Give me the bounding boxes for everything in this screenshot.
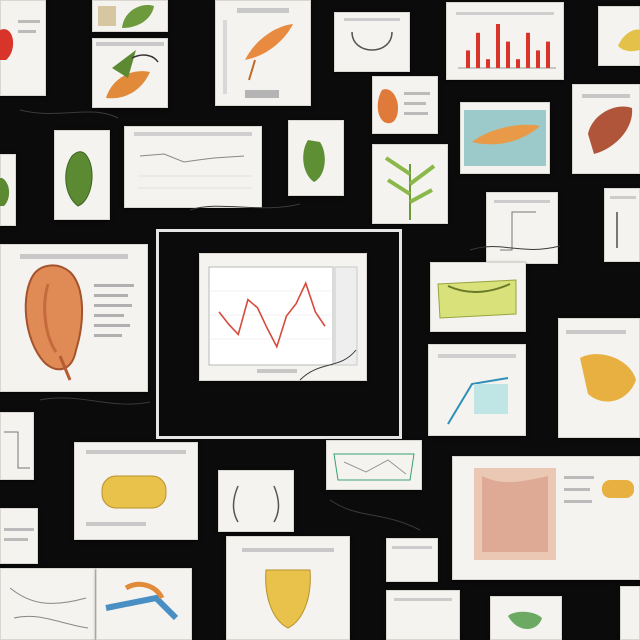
thumb-blue-specimen (460, 102, 550, 174)
thumb-kidney (372, 76, 438, 134)
thumb-organ-red (0, 0, 46, 96)
bar-thumbnail-bar (526, 32, 530, 68)
thumb-yellow-slab (430, 262, 526, 332)
thumb-bottom-left-chart (0, 412, 34, 480)
bar-thumbnail-bar (486, 59, 490, 68)
thumb-carrot-drawing (215, 0, 311, 106)
thumb-right-edge (604, 188, 640, 262)
bar-thumbnail-bar (546, 41, 550, 68)
thumb-orange-leaves (92, 38, 168, 108)
thumb-green-plant (372, 144, 448, 224)
thumb-step-chart (486, 192, 558, 264)
central-chart-card (199, 253, 367, 381)
thumb-green-pod-mid (288, 120, 344, 196)
thumb-cyan-chart (428, 344, 526, 436)
thumb-green-bottom (490, 596, 562, 640)
bar-thumbnail-bar (496, 24, 500, 68)
thumb-sketch-board (326, 440, 422, 490)
thumb-bar-chart (446, 2, 564, 80)
thumb-small-left (0, 154, 16, 226)
bar-thumbnail-bar (506, 41, 510, 68)
bar-thumbnail-bar (536, 50, 540, 68)
central-chart-series-line (218, 281, 326, 349)
thumb-top-right (598, 6, 640, 66)
thumb-line-graph (124, 126, 262, 208)
thumb-bottom-left-lines (0, 508, 38, 564)
central-chart-svg (208, 266, 358, 373)
bar-thumbnail-svg (456, 12, 556, 69)
thumb-bottom-right (620, 586, 640, 640)
thumb-outline-shape (334, 12, 410, 72)
thumb-bottom-mid (386, 590, 460, 640)
organ-illustration-card (0, 244, 148, 392)
bar-thumbnail-bars (466, 24, 550, 68)
thumb-flesh-tissue (452, 456, 640, 580)
thumb-sketch-bottom-left (0, 568, 96, 640)
thumb-sweet-potato (572, 84, 640, 174)
thumb-leaf-top (92, 0, 168, 32)
bar-thumbnail-bar (476, 32, 480, 68)
thumb-corn-bottom (226, 536, 350, 640)
thumb-yellow-organ (558, 318, 640, 438)
bar-thumbnail-bar (466, 50, 470, 68)
thumb-blue-orange-sketch (96, 568, 192, 640)
thumb-green-pod-left (54, 130, 110, 220)
thumb-bracket-shape (218, 470, 294, 532)
bar-thumbnail-bar (516, 59, 520, 68)
thumb-small-card-bottom (386, 538, 438, 582)
central-chart-line (218, 281, 326, 349)
thumb-corn-large (74, 442, 198, 540)
